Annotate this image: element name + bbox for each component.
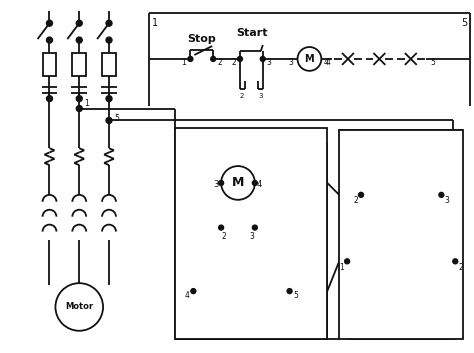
Text: 2: 2 [458,263,463,272]
Bar [43,53,56,76]
Circle shape [191,289,196,294]
Circle shape [252,180,257,185]
Circle shape [211,56,216,61]
Text: 2: 2 [217,58,222,67]
Circle shape [106,37,112,43]
Circle shape [237,56,243,61]
Circle shape [287,289,292,294]
Text: 2: 2 [353,196,358,205]
Text: 2: 2 [222,232,227,241]
Text: 3: 3 [214,180,219,190]
Text: Motor: Motor [65,303,93,311]
Circle shape [76,106,82,112]
Circle shape [252,225,257,230]
Circle shape [219,225,224,230]
Text: 3: 3 [249,232,255,241]
Text: 3: 3 [267,58,272,67]
Circle shape [55,283,103,331]
Text: 4: 4 [184,291,190,300]
Bar [73,53,86,76]
Text: 5: 5 [293,291,299,300]
Circle shape [221,166,255,200]
Text: Stop: Stop [187,34,216,44]
Circle shape [260,56,265,61]
Circle shape [46,96,53,102]
Circle shape [76,20,82,26]
Text: M: M [305,54,314,64]
Text: 3: 3 [444,196,449,205]
Circle shape [46,37,53,43]
Circle shape [439,192,444,197]
Text: 1: 1 [152,18,158,28]
Circle shape [106,20,112,26]
Text: 1: 1 [339,263,344,272]
Text: 5: 5 [114,114,119,123]
Circle shape [219,180,224,185]
Circle shape [106,118,112,124]
Text: M: M [232,176,244,190]
Text: 5: 5 [461,18,467,28]
Circle shape [188,56,193,61]
Circle shape [298,47,321,71]
Circle shape [76,37,82,43]
Text: 2: 2 [240,92,244,98]
Circle shape [76,96,82,102]
Bar [339,130,463,339]
Circle shape [453,259,458,264]
Text: 3: 3 [289,58,293,67]
Text: 1: 1 [182,58,186,67]
Circle shape [345,259,350,264]
Text: 4: 4 [257,180,262,190]
Text: 3: 3 [258,92,263,98]
Text: 2: 2 [231,58,236,67]
Bar [175,128,327,339]
Text: Start: Start [236,28,268,38]
Circle shape [358,192,364,197]
Text: 1: 1 [84,99,89,108]
Circle shape [106,96,112,102]
Bar [102,53,116,76]
Circle shape [46,20,53,26]
Text: 5: 5 [430,58,435,67]
Text: 4: 4 [325,58,330,67]
Text: 4: 4 [323,58,328,67]
